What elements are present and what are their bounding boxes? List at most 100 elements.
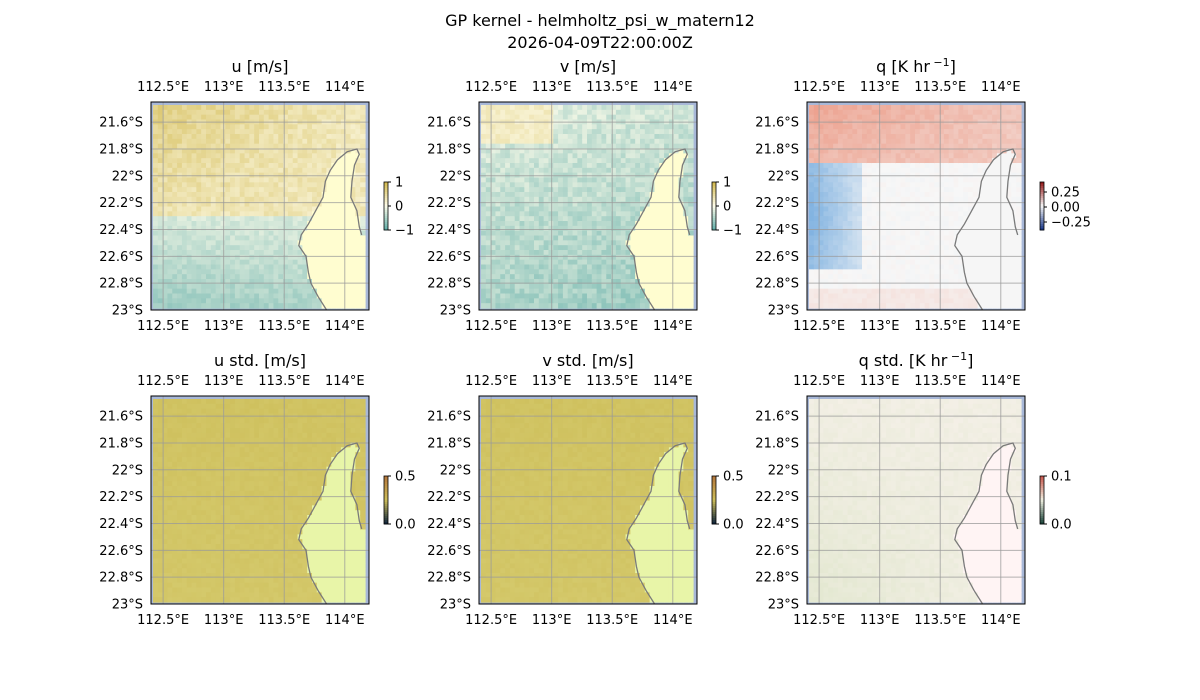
lon-tick-label-bottom: 112.5°E — [137, 319, 189, 334]
heatmap-cell — [615, 114, 622, 121]
heatmap-cell — [910, 211, 916, 217]
heatmap-cell — [360, 124, 366, 130]
heatmap-cell — [577, 250, 583, 256]
heatmap-cell — [890, 264, 897, 270]
heatmap-cell — [620, 187, 627, 193]
heatmap-cell — [601, 240, 607, 246]
heatmap-cell — [673, 138, 680, 145]
heatmap-cell — [206, 235, 212, 241]
heatmap-cell — [572, 283, 578, 290]
heatmap-cell — [230, 274, 236, 280]
heatmap-cell — [172, 167, 178, 174]
heatmap-cell — [900, 124, 906, 130]
heatmap-cell — [500, 134, 506, 140]
heatmap-cell — [292, 124, 299, 130]
heatmap-cell — [548, 138, 554, 145]
heatmap-cell — [534, 283, 540, 290]
heatmap-cell — [683, 201, 689, 208]
heatmap-cell — [524, 177, 530, 183]
heatmap-cell — [273, 254, 279, 261]
heatmap-cell — [683, 163, 689, 169]
heatmap-cell — [919, 153, 926, 159]
heatmap-cell — [813, 153, 820, 159]
heatmap-cell — [244, 105, 250, 111]
heatmap-cell — [862, 235, 868, 241]
heatmap-cell — [326, 196, 332, 203]
heatmap-cell — [268, 293, 275, 299]
heatmap-cell — [683, 187, 689, 193]
heatmap-cell — [828, 158, 834, 164]
heatmap-cell — [312, 138, 318, 145]
heatmap-cell — [509, 230, 516, 237]
heatmap-cell — [307, 303, 313, 309]
heatmap-cell — [659, 109, 665, 116]
heatmap-cell — [340, 259, 347, 266]
heatmap-cell — [866, 201, 873, 208]
heatmap-cell — [915, 167, 921, 174]
heatmap-cell — [929, 235, 935, 241]
heatmap-cell — [905, 201, 911, 208]
heatmap-cell — [668, 201, 675, 208]
heatmap-cell — [215, 153, 222, 159]
heatmap-cell — [654, 201, 660, 208]
heatmap-cell — [283, 187, 289, 193]
heatmap-cell — [302, 230, 308, 237]
heatmap-cell — [919, 143, 926, 150]
heatmap-cell — [340, 245, 347, 251]
heatmap-cell — [355, 211, 361, 217]
heatmap-cell — [818, 129, 825, 135]
heatmap-cell — [355, 187, 361, 193]
heatmap-cell — [601, 196, 607, 203]
heatmap-cell — [316, 187, 323, 193]
heatmap-cell — [268, 274, 275, 280]
heatmap-cell — [177, 192, 183, 198]
heatmap-cell — [625, 259, 631, 266]
heatmap-cell — [934, 293, 940, 299]
heatmap-cell — [847, 105, 853, 111]
heatmap-cell — [866, 158, 873, 164]
heatmap-cell — [640, 274, 646, 280]
heatmap-cell — [172, 250, 178, 256]
heatmap-cell — [553, 259, 559, 266]
heatmap-cell — [620, 245, 627, 251]
heatmap-cell — [500, 124, 506, 130]
heatmap-cell — [919, 298, 926, 304]
heatmap-cell — [934, 269, 940, 275]
heatmap-cell — [495, 279, 501, 285]
heatmap-cell — [529, 148, 535, 154]
heatmap-cell — [828, 182, 834, 188]
heatmap-cell — [485, 245, 492, 251]
heatmap-cell — [249, 298, 255, 304]
heatmap-cell — [302, 109, 308, 116]
heatmap-cell — [615, 274, 622, 280]
heatmap-cell — [886, 134, 892, 140]
heatmap-cell — [485, 187, 492, 193]
heatmap-cell — [316, 138, 323, 145]
heatmap-cell — [239, 201, 246, 208]
heatmap-cell — [273, 250, 279, 256]
heatmap-cell — [591, 206, 598, 212]
heatmap-cell — [543, 167, 550, 174]
heatmap-cell — [278, 134, 284, 140]
heatmap-cell — [519, 225, 525, 232]
heatmap-cell — [355, 114, 361, 121]
heatmap-cell — [852, 134, 858, 140]
heatmap-cell — [625, 201, 631, 208]
heatmap-cell — [336, 177, 342, 183]
heatmap-cell — [895, 163, 902, 169]
heatmap-cell — [871, 250, 878, 256]
heatmap-cell — [876, 187, 882, 193]
heatmap-cell — [664, 138, 670, 145]
heatmap-cell — [659, 158, 665, 164]
heatmap-cell — [268, 221, 275, 227]
heatmap-cell — [287, 148, 294, 154]
heatmap-cell — [355, 143, 361, 150]
heatmap-cell — [524, 211, 530, 217]
heatmap-cell — [924, 293, 931, 299]
heatmap-cell — [813, 245, 820, 251]
heatmap-cell — [331, 124, 337, 130]
heatmap-cell — [809, 129, 815, 135]
heatmap-cell — [524, 235, 530, 241]
heatmap-cell — [345, 298, 352, 304]
heatmap-cell — [345, 196, 352, 203]
